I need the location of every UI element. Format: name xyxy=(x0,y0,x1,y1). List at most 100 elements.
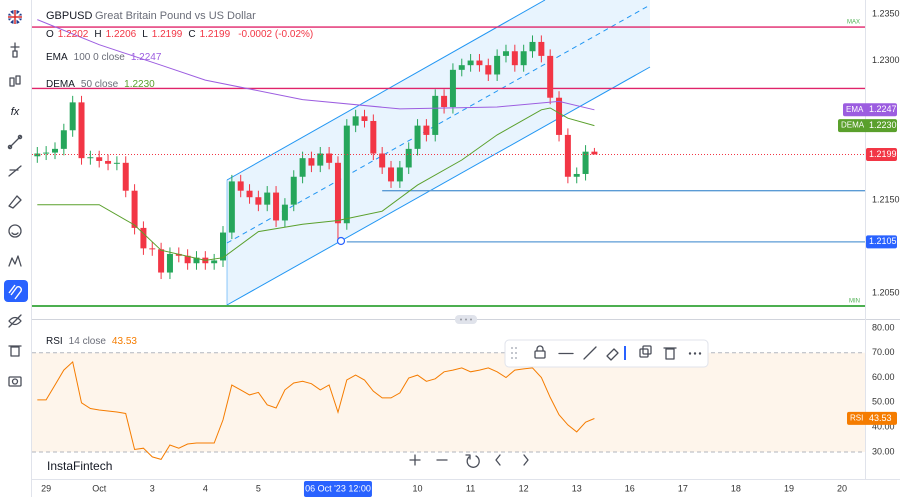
handle-dots xyxy=(460,318,472,321)
candle-body xyxy=(494,55,501,75)
candle-body xyxy=(334,162,341,224)
x-tick-label: 13 xyxy=(572,483,582,493)
screenshot-tool[interactable] xyxy=(8,376,22,387)
candle-body xyxy=(458,65,465,70)
y-tick-label: 30.00 xyxy=(872,446,895,456)
ohlc-value: 1.2199 xyxy=(200,29,231,40)
scroll-right-button[interactable] xyxy=(523,454,529,466)
x-tick-label: 3 xyxy=(150,483,155,493)
legend-params: 14 close xyxy=(69,336,107,347)
delete-tool[interactable] xyxy=(8,345,22,357)
candle-body xyxy=(60,130,67,149)
y-tick-label: 60.00 xyxy=(872,372,895,382)
brand: InstaFintech xyxy=(47,459,112,473)
indicator-badge-value: 1.2247 xyxy=(869,104,897,114)
y-tick-label: 1.2150 xyxy=(872,194,900,204)
zoom-in-button[interactable] xyxy=(409,454,421,466)
pattern-tool[interactable] xyxy=(8,255,22,267)
indicators-tool[interactable]: fx xyxy=(11,106,20,118)
lock-button[interactable] xyxy=(534,345,546,359)
x-tick-label: 4 xyxy=(203,483,208,493)
legend-name: EMA xyxy=(46,52,68,63)
clone-button[interactable] xyxy=(639,345,652,358)
indicator-badge-value: 43.53 xyxy=(869,413,892,423)
rsi-legend: RSI 14 close 43.53 xyxy=(46,336,137,347)
candle-body xyxy=(96,157,103,161)
candle-body xyxy=(317,153,324,166)
trend-tool[interactable] xyxy=(7,134,23,150)
reset-button[interactable] xyxy=(465,454,480,468)
drawing-toolbar xyxy=(504,339,709,368)
color-swatch[interactable] xyxy=(624,346,626,360)
x-tick-label: 17 xyxy=(678,483,688,493)
fill-button[interactable] xyxy=(606,348,619,361)
anchor-point[interactable] xyxy=(336,236,346,246)
magnet-tool-active[interactable] xyxy=(4,280,28,302)
y-tick-label: 70.00 xyxy=(872,347,895,357)
line-color-button[interactable] xyxy=(583,346,597,360)
candle-body xyxy=(529,41,536,52)
more-button[interactable] xyxy=(688,352,702,355)
hide-tool[interactable] xyxy=(8,314,22,328)
candle-body xyxy=(299,158,306,177)
indicator-badge xyxy=(847,411,897,425)
candle-body xyxy=(273,192,280,221)
candle-body xyxy=(502,51,509,56)
description: Great Britain Pound vs US Dollar xyxy=(95,10,256,22)
crosshair-tool[interactable] xyxy=(10,42,20,58)
candle-body xyxy=(511,51,518,66)
header: GBPUSD Great Britain Pound vs US Dollar … xyxy=(46,10,313,473)
ohlc-row: O 1.2202 H 1.2206 L 1.2199 C 1.2199 -0.0002 (-0.… xyxy=(46,29,313,40)
legend-name: DEMA xyxy=(46,79,75,90)
candle-body xyxy=(538,41,545,56)
candle-body xyxy=(34,153,41,157)
candle-body xyxy=(326,153,333,163)
candle-body xyxy=(166,253,173,273)
x-tick-label: Oct xyxy=(92,483,107,493)
delete-button[interactable] xyxy=(663,347,677,360)
toolbar-box xyxy=(504,339,709,368)
x-tick-label: 5 xyxy=(256,483,261,493)
legend-value: 43.53 xyxy=(112,336,137,347)
candle-body xyxy=(105,160,112,164)
candle-body xyxy=(556,97,563,135)
candle-body xyxy=(308,158,315,166)
scroll-left-button[interactable] xyxy=(495,454,501,466)
crosshair-time-label: 06 Oct '23 12:00 xyxy=(305,483,371,493)
indicator-badge-name: RSI xyxy=(850,413,863,422)
ohlc-key: O xyxy=(46,29,54,40)
candle-body xyxy=(467,60,474,66)
legend-value: 1.2230 xyxy=(124,79,155,90)
candle-body xyxy=(149,248,156,250)
price-badge-label: 1.2199 xyxy=(869,149,897,159)
x-tick-label: 10 xyxy=(413,483,423,493)
candle-body xyxy=(78,102,85,159)
emoji-tool[interactable] xyxy=(8,224,22,238)
crosshair-time-box xyxy=(303,481,372,497)
candle-body xyxy=(582,151,589,174)
candle-body xyxy=(193,257,200,264)
indicator-line xyxy=(37,107,595,261)
ohlc-key: H xyxy=(94,29,101,40)
candle-body xyxy=(396,167,403,182)
y-tick-label: 1.2300 xyxy=(872,55,900,65)
flag-icon[interactable] xyxy=(8,10,22,24)
brush-tool[interactable] xyxy=(8,195,22,209)
drag-grip[interactable] xyxy=(511,347,517,359)
candle-body xyxy=(140,227,147,249)
change: -0.0002 (-0.02%) xyxy=(238,29,313,40)
candle-body xyxy=(51,148,58,153)
candle-body xyxy=(370,120,377,154)
candle-type-tool[interactable] xyxy=(9,75,21,87)
candle-body xyxy=(158,249,165,273)
candle-body xyxy=(281,204,288,221)
candle-body xyxy=(414,125,421,149)
candle-body xyxy=(423,125,430,135)
ema-legend: EMA 100 0 close 1.2247 xyxy=(46,52,162,63)
price-badge-label: 1.2105 xyxy=(869,236,897,246)
rsi-line xyxy=(37,360,595,460)
fib-tool[interactable] xyxy=(8,165,22,177)
rsi-band xyxy=(32,352,865,452)
candle-body xyxy=(449,69,456,108)
